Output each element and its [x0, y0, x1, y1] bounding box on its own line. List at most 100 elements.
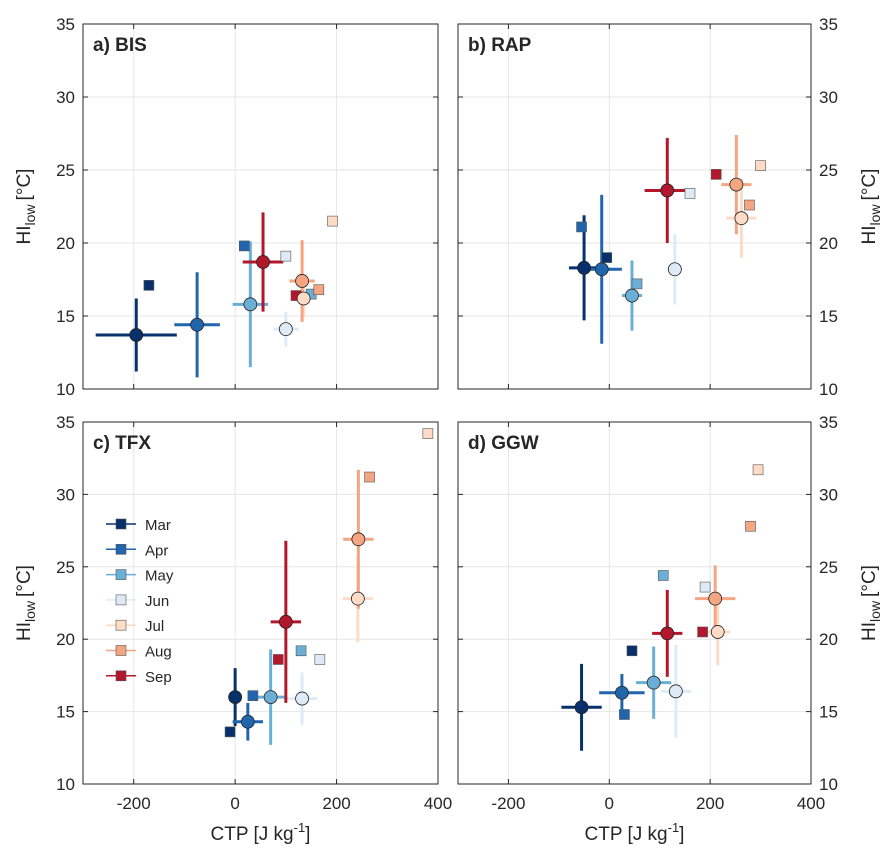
x-tick-label: 0 — [230, 794, 239, 813]
circle-marker-mar — [577, 260, 591, 275]
circle-marker-apr — [614, 685, 629, 700]
square-marker-jun — [699, 581, 711, 593]
legend-label: Apr — [145, 542, 168, 559]
axes-box — [457, 421, 812, 785]
circle-marker-jul — [296, 291, 311, 306]
circle-marker-jul — [350, 591, 365, 606]
circle-marker-may — [263, 690, 278, 705]
legend-label: Sep — [145, 669, 172, 686]
circle-marker-mar — [228, 690, 243, 705]
circle-marker-jun — [668, 684, 683, 699]
legend-marker — [115, 518, 127, 530]
circle-marker-may — [625, 288, 639, 303]
circle-marker-sep — [278, 614, 293, 629]
circle-marker-apr — [240, 714, 255, 729]
legend-label: Aug — [145, 644, 172, 661]
y-tick-label: 25 — [819, 558, 838, 577]
plot-area — [83, 24, 438, 389]
circle-marker-jun — [278, 322, 293, 337]
y-axis-title: HIlow[°C] — [14, 565, 38, 641]
square-marker-sep — [697, 626, 708, 638]
square-marker-may — [295, 645, 307, 657]
x-tick-label: 400 — [797, 794, 825, 813]
square-marker-apr — [238, 240, 250, 252]
y-tick-label: 30 — [56, 485, 75, 504]
legend-item-jul: Jul — [106, 618, 164, 635]
axes-box — [82, 421, 439, 785]
circle-marker-apr — [594, 262, 609, 277]
square-marker-mar — [143, 280, 155, 291]
legend-label: Jun — [145, 593, 169, 610]
y-tick-label: 35 — [56, 413, 75, 432]
y-tick-label: 10 — [56, 775, 75, 794]
circle-marker-may — [646, 675, 661, 690]
square-marker-sep — [272, 654, 284, 665]
circle-marker-apr — [190, 317, 205, 332]
y-tick-label: 15 — [819, 307, 838, 326]
legend-item-jun: Jun — [106, 593, 169, 610]
circle-marker-mar — [129, 328, 144, 342]
y-tick-label: 10 — [819, 775, 838, 794]
square-marker-aug — [744, 199, 755, 211]
y-axis-title: HIlow[°C] — [859, 565, 883, 641]
square-marker-aug — [745, 520, 756, 532]
plot-area — [458, 422, 811, 784]
legend: Mar Apr May Jun Jul Aug Sep — [106, 517, 174, 686]
square-marker-sep — [710, 169, 722, 180]
legend-item-aug: Aug — [106, 644, 172, 661]
y-tick-label: 30 — [56, 88, 75, 107]
y-tick-label: 35 — [819, 15, 838, 34]
circle-marker-sep — [660, 626, 675, 641]
circle-marker-sep — [256, 255, 270, 269]
circle-marker-jun — [667, 262, 682, 277]
legend-marker — [115, 543, 127, 555]
x-tick-label: 0 — [605, 794, 614, 813]
y-tick-label: 15 — [56, 307, 75, 326]
square-marker-jun — [684, 188, 696, 199]
square-marker-jul — [755, 160, 766, 171]
panel-title: a) BIS — [93, 35, 147, 56]
circle-marker-mar — [574, 700, 589, 715]
legend-marker — [115, 670, 127, 682]
circle-marker-may — [243, 297, 258, 312]
x-tick-label: 200 — [322, 794, 350, 813]
y-axis-title: HIlow[°C] — [14, 169, 38, 245]
square-marker-jun — [314, 654, 326, 665]
square-marker-apr — [247, 690, 259, 701]
y-axis-title: HIlow[°C] — [859, 169, 883, 245]
square-marker-jul — [752, 464, 764, 476]
panel-title: d) GGW — [468, 433, 539, 454]
square-marker-jul — [422, 428, 434, 439]
y-tick-label: 25 — [56, 558, 75, 577]
legend-marker — [115, 619, 127, 631]
circle-marker-aug — [295, 274, 309, 288]
circle-marker-aug — [729, 177, 744, 192]
square-marker-mar — [224, 726, 236, 738]
y-tick-label: 20 — [56, 234, 75, 253]
y-tick-label: 30 — [819, 485, 838, 504]
y-tick-label: 30 — [819, 88, 838, 107]
square-marker-apr — [619, 709, 630, 720]
square-marker-apr — [576, 221, 587, 233]
panel-1: 10 15 20 25 30 35 HIlow[°C] a) BIS — [14, 15, 439, 399]
legend-label: Mar — [145, 517, 171, 534]
panel-title: b) RAP — [468, 35, 532, 56]
legend-label: May — [145, 568, 174, 585]
square-marker-mar — [626, 645, 638, 657]
legend-item-apr: Apr — [106, 542, 168, 559]
y-tick-label: 15 — [56, 703, 75, 722]
plot-area — [83, 422, 438, 784]
panel-3: -200 0 200 400 10 15 20 25 30 35 HIlow[°C] CTP [J k… — [14, 413, 452, 845]
x-tick-label: -200 — [117, 794, 151, 813]
y-tick-label: 20 — [56, 630, 75, 649]
x-tick-label: -200 — [491, 794, 525, 813]
square-marker-aug — [313, 284, 325, 296]
y-tick-label: 25 — [56, 161, 75, 180]
y-tick-label: 15 — [819, 703, 838, 722]
square-marker-mar — [601, 252, 613, 263]
circle-marker-jul — [734, 211, 749, 226]
x-tick-label: 200 — [696, 794, 724, 813]
axes-box — [457, 23, 812, 390]
circle-marker-jun — [295, 691, 309, 706]
